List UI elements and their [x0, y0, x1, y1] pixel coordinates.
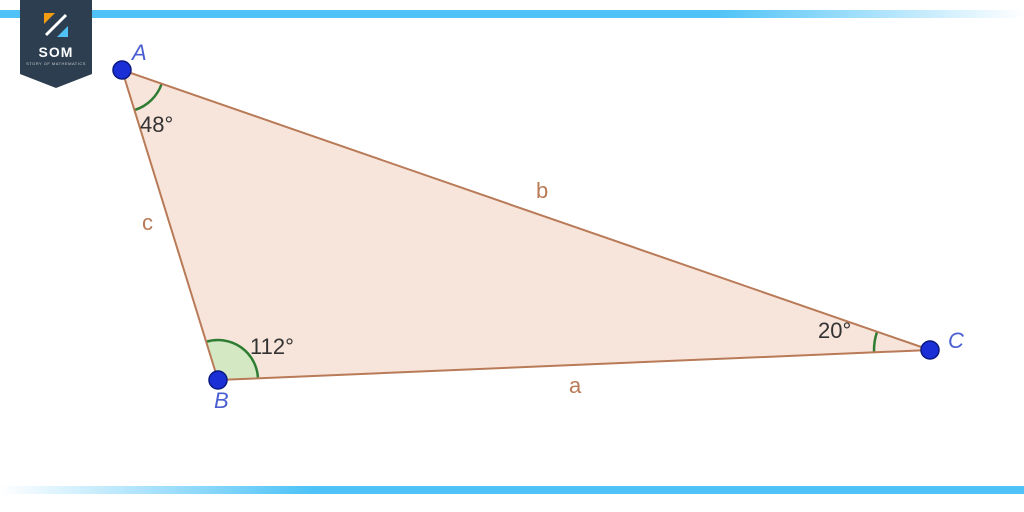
- logo-text: SOM: [20, 44, 92, 60]
- vertex-a: [113, 61, 131, 79]
- vertex-label-a: A: [130, 40, 147, 65]
- angle-label-b: 112°: [250, 334, 294, 359]
- logo-badge: SOM STORY OF MATHEMATICS: [20, 0, 92, 88]
- triangle-diagram: A B Cc a b 48° 112° 20°: [0, 0, 1024, 512]
- angle-label-c: 20°: [818, 318, 851, 343]
- vertex-label-c: C: [948, 328, 964, 353]
- side-label-a: a: [569, 373, 582, 398]
- side-label-b: b: [536, 178, 548, 203]
- triangle-fill: [122, 70, 930, 380]
- logo-subtext: STORY OF MATHEMATICS: [20, 61, 92, 66]
- top-accent-bar: [0, 10, 1024, 18]
- vertex-label-b: B: [214, 388, 229, 413]
- side-label-c: c: [142, 210, 153, 235]
- vertex-b: [209, 371, 227, 389]
- logo-icon: [41, 10, 71, 40]
- bottom-accent-bar: [0, 486, 1024, 494]
- angle-label-a: 48°: [140, 112, 173, 137]
- vertex-c: [921, 341, 939, 359]
